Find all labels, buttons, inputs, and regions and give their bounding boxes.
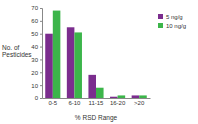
tick: 11-15 <box>89 100 105 106</box>
bar <box>96 88 104 98</box>
tick-label: 10 <box>31 83 38 89</box>
legend-label: 5 ng/g <box>166 14 183 20</box>
bar <box>74 32 82 98</box>
y-axis-title: No. ofPesticides <box>2 44 32 59</box>
legend-swatch <box>158 14 163 19</box>
tick-label: 16-20 <box>110 100 126 106</box>
chart: 0 10 20 30 40 50 60 70 0-5 6-10 11-15 16-20 >20 % RSD… <box>0 0 198 124</box>
tick-label: >20 <box>134 100 145 106</box>
legend-swatch <box>158 23 163 28</box>
plot: 0 10 20 30 40 50 60 70 0-5 6-10 11-15 16-20 >20 <box>31 5 150 106</box>
bar <box>53 11 61 98</box>
tick-mark <box>40 47 42 48</box>
tick: 6-10 <box>68 100 81 106</box>
tick-mark <box>40 21 42 22</box>
bar <box>45 34 53 98</box>
tick: 70 <box>31 5 42 11</box>
bar <box>118 95 126 98</box>
bar <box>132 95 140 98</box>
bar <box>139 95 147 98</box>
tick-label: 60 <box>31 18 38 24</box>
tick-label: 40 <box>31 44 38 50</box>
tick-label: 0 <box>35 95 39 101</box>
tick: 10 <box>31 83 42 89</box>
tick: 0 <box>35 95 42 101</box>
tick-mark <box>40 85 42 86</box>
tick-label: 6-10 <box>68 100 81 106</box>
tick: 20 <box>31 70 42 76</box>
x-axis-title: % RSD Range <box>75 114 118 122</box>
tick-mark <box>40 72 42 73</box>
bar <box>88 75 96 98</box>
tick-mark <box>40 8 42 9</box>
tick: 0-5 <box>48 100 57 106</box>
tick-label: 70 <box>31 5 38 11</box>
legend-item: 5 ng/g <box>158 14 183 20</box>
tick-label: 30 <box>31 57 38 63</box>
tick-label: 20 <box>31 70 38 76</box>
bar <box>67 27 75 98</box>
tick: 30 <box>31 57 42 63</box>
bar <box>110 97 118 98</box>
legend: 5 ng/g 10 ng/g <box>158 14 186 29</box>
axis-line <box>40 9 43 99</box>
tick-label: 11-15 <box>89 100 105 106</box>
tick: 60 <box>31 18 42 24</box>
tick-mark <box>40 59 42 60</box>
x-axis: 0-5 6-10 11-15 16-20 >20 <box>43 99 151 107</box>
legend-label: 10 ng/g <box>166 23 186 29</box>
legend-item: 10 ng/g <box>158 23 186 29</box>
y-axis: 0 10 20 30 40 50 60 70 <box>31 5 42 101</box>
tick: 40 <box>31 44 42 50</box>
tick: 16-20 <box>110 100 126 106</box>
tick-mark <box>40 98 42 99</box>
tick-label: 0-5 <box>48 100 57 106</box>
tick-mark <box>40 34 42 35</box>
axis-line <box>43 98 151 99</box>
bars <box>45 11 147 98</box>
tick: 50 <box>31 31 42 37</box>
tick-label: 50 <box>31 31 38 37</box>
tick: >20 <box>134 100 145 106</box>
